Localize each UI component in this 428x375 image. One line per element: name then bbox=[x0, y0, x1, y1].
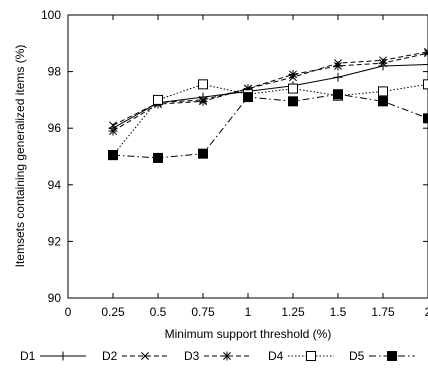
series-group bbox=[109, 48, 428, 162]
marker-shape bbox=[199, 149, 208, 158]
y-tick-label: 94 bbox=[48, 178, 62, 192]
legend-item-d5: D5 bbox=[349, 349, 415, 363]
data-point-d1 bbox=[334, 73, 343, 82]
legend-item-d1: D1 bbox=[20, 349, 86, 363]
y-tick-label: 92 bbox=[48, 234, 62, 248]
legend-marker bbox=[388, 352, 397, 361]
legend-label: D5 bbox=[349, 349, 365, 363]
marker-shape bbox=[424, 80, 428, 89]
data-point-d4 bbox=[154, 95, 163, 104]
data-point-d4 bbox=[379, 87, 388, 96]
marker-shape bbox=[289, 84, 298, 93]
y-tick-label: 90 bbox=[48, 291, 62, 305]
data-point-d5 bbox=[199, 149, 208, 158]
legend-marker bbox=[223, 352, 232, 361]
legend-label: D2 bbox=[102, 349, 118, 363]
data-point-d4 bbox=[289, 84, 298, 93]
series-d4 bbox=[109, 80, 428, 160]
marker-shape bbox=[109, 151, 118, 160]
axis-ticks: 0 0.25 0.5 0.75 1 1.25 1.5 1.75 2 90 92 94 96 98 100 bbox=[41, 8, 428, 319]
legend: D1 D2 D3 D4 D5 bbox=[20, 349, 415, 363]
x-tick-label: 0.25 bbox=[101, 305, 125, 319]
data-point-d5 bbox=[109, 151, 118, 160]
data-point-d3 bbox=[379, 59, 388, 68]
legend-item-d4: D4 bbox=[268, 349, 334, 363]
data-point-d3 bbox=[334, 61, 343, 70]
x-tick-label: 1 bbox=[245, 305, 252, 319]
marker-shape bbox=[334, 90, 343, 99]
data-point-d3 bbox=[199, 97, 208, 106]
marker-shape bbox=[244, 93, 253, 102]
x-tick-label: 1.5 bbox=[330, 305, 347, 319]
marker-shape bbox=[199, 80, 208, 89]
marker-shape bbox=[424, 114, 428, 123]
data-point-d5 bbox=[379, 97, 388, 106]
legend-marker bbox=[59, 352, 68, 361]
data-point-d4 bbox=[424, 80, 428, 89]
data-point-d5 bbox=[244, 93, 253, 102]
legend-label: D1 bbox=[20, 349, 36, 363]
data-point-d1 bbox=[424, 60, 428, 69]
x-tick-label: 0.75 bbox=[191, 305, 215, 319]
y-axis-label: Itemsets containing generalized items (%… bbox=[13, 45, 27, 268]
marker-shape bbox=[307, 352, 316, 361]
data-point-d4 bbox=[199, 80, 208, 89]
data-point-d5 bbox=[289, 97, 298, 106]
marker-shape bbox=[154, 153, 163, 162]
x-tick-label: 0.5 bbox=[150, 305, 167, 319]
marker-shape bbox=[154, 95, 163, 104]
marker-shape bbox=[379, 87, 388, 96]
x-tick-label: 1.75 bbox=[371, 305, 395, 319]
marker-shape bbox=[388, 352, 397, 361]
legend-item-d2: D2 bbox=[102, 349, 168, 363]
x-tick-label: 1.25 bbox=[281, 305, 305, 319]
data-point-d5 bbox=[154, 153, 163, 162]
marker-shape bbox=[289, 97, 298, 106]
legend-marker bbox=[307, 352, 316, 361]
marker-shape bbox=[379, 97, 388, 106]
plot-frame bbox=[68, 15, 428, 298]
y-tick-label: 96 bbox=[48, 121, 62, 135]
legend-label: D3 bbox=[184, 349, 200, 363]
x-tick-label: 0 bbox=[65, 305, 72, 319]
y-tick-label: 98 bbox=[48, 65, 62, 79]
data-point-d5 bbox=[334, 90, 343, 99]
x-axis-label: Minimum support threshold (%) bbox=[165, 327, 332, 341]
data-point-d3 bbox=[289, 70, 298, 79]
legend-item-d3: D3 bbox=[184, 349, 250, 363]
data-point-d3 bbox=[109, 127, 118, 136]
x-tick-label: 2 bbox=[425, 305, 428, 319]
legend-label: D4 bbox=[268, 349, 284, 363]
y-tick-label: 100 bbox=[41, 8, 61, 22]
data-point-d5 bbox=[424, 114, 428, 123]
